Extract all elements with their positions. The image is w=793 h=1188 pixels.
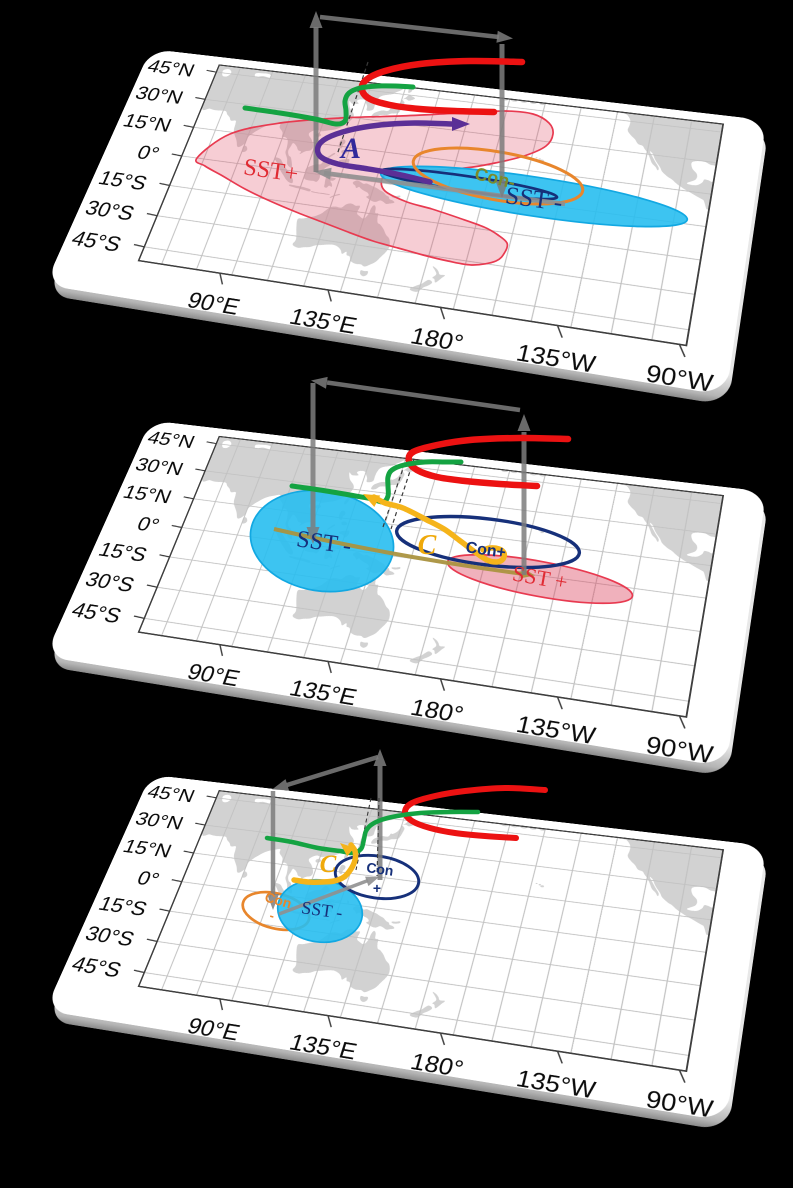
svg-text:-: - (268, 908, 276, 924)
svg-text:0°: 0° (134, 867, 163, 890)
svg-text:A: A (339, 132, 361, 165)
svg-text:C: C (320, 851, 337, 878)
svg-text:Con: Con (365, 859, 394, 879)
svg-text:C: C (418, 530, 437, 561)
svg-text:Con+: Con+ (465, 539, 507, 561)
svg-text:0°: 0° (134, 142, 163, 166)
svg-text:+: + (373, 880, 381, 896)
svg-text:0°: 0° (134, 513, 163, 536)
svg-text:Con: Con (263, 889, 294, 912)
